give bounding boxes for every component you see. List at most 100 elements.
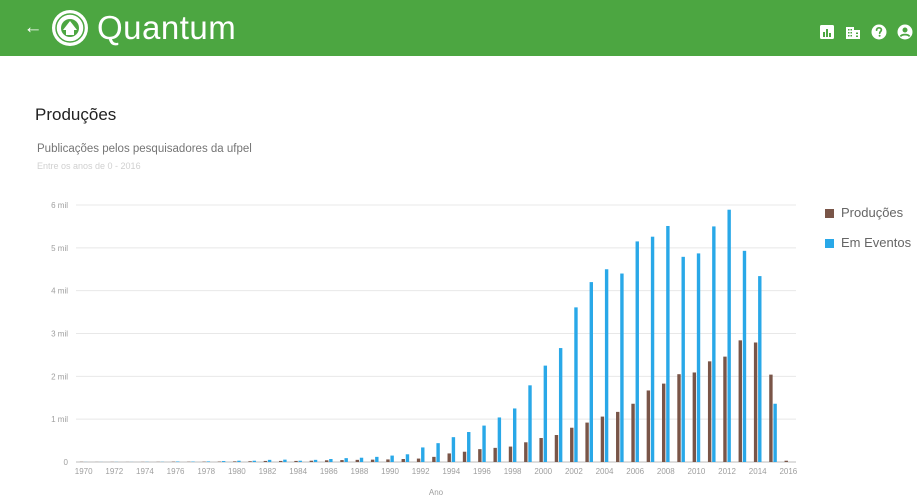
bar-em-eventos: [727, 209, 731, 462]
bar-producoes: [401, 459, 405, 462]
bar-em-eventos: [175, 461, 180, 462]
x-tick-label: 2006: [626, 467, 644, 476]
x-tick-label: 1994: [442, 467, 460, 476]
x-tick-label: 2000: [534, 467, 552, 476]
bar-em-eventos: [390, 455, 394, 462]
bar-producoes: [340, 460, 344, 462]
x-tick-label: 2016: [779, 467, 797, 476]
x-tick-label: 2008: [657, 467, 675, 476]
bar-producoes: [324, 460, 329, 462]
bar-em-eventos: [650, 236, 655, 462]
y-tick-label: 2 mil: [51, 372, 68, 381]
bar-em-eventos: [528, 385, 532, 462]
help-icon[interactable]: [871, 24, 887, 40]
x-tick-label: 2004: [596, 467, 614, 476]
bar-em-eventos: [604, 269, 609, 462]
bar-em-eventos: [344, 458, 348, 462]
bar-producoes: [493, 447, 497, 462]
bar-producoes: [677, 374, 681, 462]
back-button[interactable]: ←: [22, 16, 44, 40]
bar-producoes: [570, 427, 574, 462]
bar-producoes: [248, 461, 252, 462]
bar-producoes: [233, 461, 237, 462]
chart-title: Publicações pelos pesquisadores da ufpel: [37, 143, 252, 155]
bar-em-eventos: [635, 241, 639, 462]
bar-em-eventos: [405, 454, 410, 462]
bar-producoes: [738, 340, 742, 462]
bar-producoes: [753, 342, 758, 462]
bar-producoes: [784, 460, 788, 462]
bar-producoes: [447, 453, 451, 462]
bar-producoes: [370, 459, 375, 462]
building-icon[interactable]: [845, 24, 861, 40]
legend-swatch-producoes: [825, 209, 834, 218]
bar-producoes: [646, 390, 651, 462]
x-tick-label: 2014: [749, 467, 767, 476]
y-tick-label: 1 mil: [51, 415, 68, 424]
legend-swatch-em-eventos: [825, 239, 834, 248]
x-tick-label: 1982: [259, 467, 277, 476]
bar-producoes: [386, 459, 390, 462]
bar-producoes: [692, 372, 697, 462]
bar-em-eventos: [375, 456, 379, 462]
y-tick-label: 0: [64, 458, 69, 467]
x-tick-label: 1992: [412, 467, 430, 476]
y-tick-label: 5 mil: [51, 244, 68, 253]
bar-em-eventos: [696, 253, 701, 462]
bar-em-eventos: [451, 437, 456, 462]
bar-em-eventos: [221, 461, 226, 462]
x-tick-label: 1988: [351, 467, 369, 476]
bar-chart-icon[interactable]: [819, 24, 835, 40]
arrow-left-icon: ←: [23, 17, 43, 38]
x-tick-label: 1976: [167, 467, 185, 476]
bar-producoes: [279, 460, 283, 462]
bar-em-eventos: [589, 282, 593, 462]
bar-em-eventos: [436, 443, 440, 462]
bar-producoes: [661, 383, 666, 462]
legend-label-em-eventos: Em Eventos: [841, 235, 912, 250]
y-tick-label: 3 mil: [51, 330, 68, 339]
x-tick-label: 1998: [504, 467, 522, 476]
x-tick-label: 2012: [718, 467, 736, 476]
bar-em-eventos: [773, 403, 777, 462]
bar-em-eventos: [421, 447, 425, 462]
bar-em-eventos: [359, 457, 364, 462]
bar-em-eventos: [574, 307, 578, 462]
bar-em-eventos: [497, 417, 502, 462]
x-axis-label: Ano: [429, 488, 444, 497]
bar-producoes: [309, 460, 314, 462]
bar-em-eventos: [237, 460, 241, 462]
x-tick-label: 2002: [565, 467, 583, 476]
x-tick-label: 1978: [197, 467, 215, 476]
x-tick-label: 1984: [289, 467, 307, 476]
bar-producoes: [478, 449, 482, 462]
x-tick-label: 1970: [75, 467, 93, 476]
bar-producoes: [769, 374, 773, 462]
bar-em-eventos: [620, 273, 624, 462]
bar-producoes: [508, 446, 513, 462]
bar-em-eventos: [758, 276, 762, 462]
bar-em-eventos: [467, 432, 471, 462]
x-tick-label: 1972: [105, 467, 123, 476]
bar-em-eventos: [298, 460, 302, 462]
bar-em-eventos: [313, 459, 318, 462]
x-tick-label: 1990: [381, 467, 399, 476]
bar-em-eventos: [283, 459, 287, 462]
bar-producoes: [462, 451, 467, 462]
bar-producoes: [600, 416, 605, 462]
bar-em-eventos: [252, 460, 256, 462]
bar-producoes: [294, 460, 298, 462]
bar-em-eventos: [206, 461, 211, 462]
account-circle-icon[interactable]: [897, 24, 913, 40]
bar-em-eventos: [482, 425, 486, 462]
x-tick-label: 1980: [228, 467, 246, 476]
y-tick-label: 6 mil: [51, 201, 68, 210]
bar-producoes: [539, 438, 543, 462]
bar-producoes: [416, 458, 421, 462]
legend-label-producoes: Produções: [841, 205, 904, 220]
bar-em-eventos: [666, 225, 670, 462]
bar-em-eventos: [712, 226, 716, 462]
bar-producoes: [631, 403, 635, 462]
bar-producoes: [707, 361, 712, 462]
